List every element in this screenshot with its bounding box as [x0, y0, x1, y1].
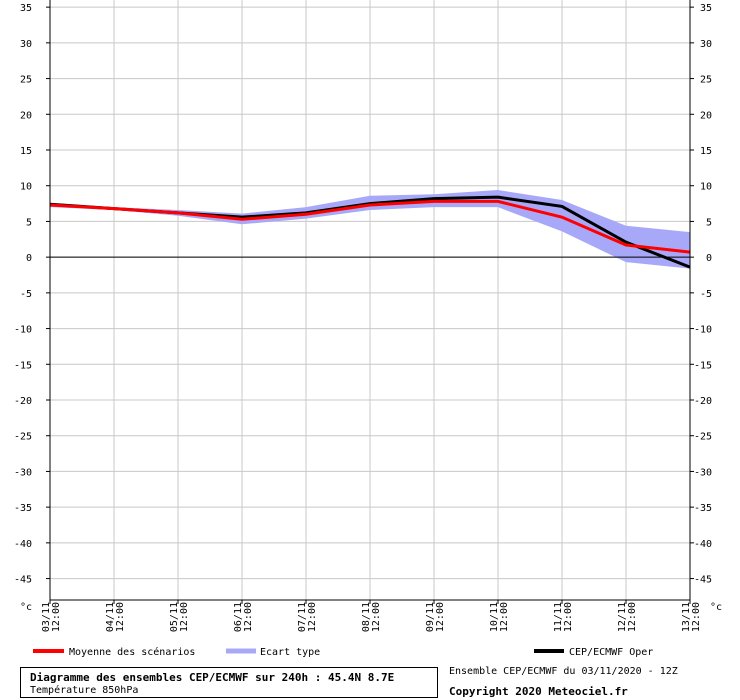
x-tick-label: 09/11 12:00 [425, 602, 446, 632]
y-tick-label-left: 20 [20, 110, 32, 121]
x-tick-date: 03/11 [41, 602, 52, 632]
legend-mean-label: Moyenne des scénarios [69, 646, 195, 658]
y-tick-label-left: 35 [20, 3, 32, 14]
y-tick-label-left: -5 [20, 289, 32, 300]
x-tick-date: 07/11 [297, 602, 308, 632]
x-tick-time: 12:00 [371, 602, 382, 632]
y-tick-label-left: -40 [14, 539, 32, 550]
y-axis-left: 35 30 25 20 15 10 5 0 -5 -10 -15 -20 -25 -30 -35 -40 -45 [14, 3, 50, 586]
x-tick-label: 13/11 12:00 [681, 602, 702, 632]
y-tick-label-left: -20 [14, 396, 32, 407]
y-tick-label-left: 10 [20, 182, 32, 193]
x-tick-label: 04/11 12:00 [105, 602, 126, 632]
copyright: Copyright 2020 Meteociel.fr [449, 685, 628, 698]
legend: Moyenne des scénarios Ecart type CEP/ECM… [33, 646, 653, 658]
y-tick-label-right: -40 [694, 539, 712, 550]
y-tick-label-right: -35 [694, 503, 712, 514]
x-tick-label: 12/11 12:00 [617, 602, 638, 632]
y-tick-label-right: 35 [700, 3, 712, 14]
x-tick-label: 08/11 12:00 [361, 602, 382, 632]
x-tick-date: 13/11 [681, 602, 692, 632]
y-tick-label-right: -25 [694, 432, 712, 443]
y-tick-label-right: -30 [694, 467, 712, 478]
x-tick-time: 12:00 [307, 602, 318, 632]
x-tick-time: 12:00 [691, 602, 702, 632]
y-tick-label-right: 10 [700, 182, 712, 193]
y-tick-label-left: 0 [26, 253, 32, 264]
y-tick-label-left: -10 [14, 325, 32, 336]
x-tick-date: 09/11 [425, 602, 436, 632]
x-tick-label: 06/11 12:00 [233, 602, 254, 632]
x-tick-time: 12:00 [499, 602, 510, 632]
y-tick-label-left: 15 [20, 146, 32, 157]
x-tick-time: 12:00 [115, 602, 126, 632]
y-axis-right: 35 30 25 20 15 10 5 0 -5 -10 -15 -20 -25 -30 -35 -40 -45 [690, 3, 712, 586]
legend-band-label: Ecart type [260, 647, 320, 658]
x-tick-label: 11/11 12:00 [553, 602, 574, 632]
y-unit-right: °c [710, 602, 722, 613]
run-info: Ensemble CEP/ECMWF du 03/11/2020 - 12Z [449, 666, 678, 677]
x-axis: 03/11 12:00 04/11 12:00 05/11 12:00 06/11 12:00… [41, 600, 702, 632]
legend-oper-label: CEP/ECMWF Oper [569, 647, 653, 658]
y-tick-label-left: -30 [14, 467, 32, 478]
y-tick-label-right: -5 [700, 289, 712, 300]
x-tick-label: 03/11 12:00 [41, 602, 62, 632]
x-tick-date: 06/11 [233, 602, 244, 632]
y-tick-label-right: 15 [700, 146, 712, 157]
x-tick-time: 12:00 [435, 602, 446, 632]
y-tick-label-left: -15 [14, 360, 32, 371]
x-tick-time: 12:00 [243, 602, 254, 632]
x-tick-date: 10/11 [489, 602, 500, 632]
x-tick-label: 05/11 12:00 [169, 602, 190, 632]
x-tick-date: 08/11 [361, 602, 372, 632]
x-tick-time: 12:00 [51, 602, 62, 632]
y-tick-label-right: -15 [694, 360, 712, 371]
y-tick-label-left: 5 [26, 217, 32, 228]
y-tick-label-right: 20 [700, 110, 712, 121]
info-box: Diagramme des ensembles CEP/ECMWF sur 24… [20, 667, 438, 698]
x-tick-label: 10/11 12:00 [489, 602, 510, 632]
y-tick-label-right: -20 [694, 396, 712, 407]
chart-subtitle: Température 850hPa [30, 685, 139, 696]
y-tick-label-right: 25 [700, 75, 712, 86]
x-tick-time: 12:00 [563, 602, 574, 632]
y-tick-label-left: -35 [14, 503, 32, 514]
x-tick-date: 04/11 [105, 602, 116, 632]
y-tick-label-right: 5 [706, 217, 712, 228]
y-unit-left: °c [20, 602, 32, 613]
y-tick-label-right: 30 [700, 39, 712, 50]
x-tick-label: 07/11 12:00 [297, 602, 318, 632]
chart-title: Diagramme des ensembles CEP/ECMWF sur 24… [30, 671, 395, 684]
y-tick-label-left: 30 [20, 39, 32, 50]
y-tick-label-left: 25 [20, 75, 32, 86]
x-tick-date: 11/11 [553, 602, 564, 632]
x-tick-date: 05/11 [169, 602, 180, 632]
y-tick-label-right: 0 [706, 253, 712, 264]
y-tick-label-left: -25 [14, 432, 32, 443]
mean-series-line [49, 199, 691, 254]
x-tick-time: 12:00 [179, 602, 190, 632]
y-tick-label-left: -45 [14, 575, 32, 586]
x-tick-date: 12/11 [617, 602, 628, 632]
grid [49, 0, 691, 600]
y-tick-label-right: -10 [694, 325, 712, 336]
y-tick-label-right: -45 [694, 575, 712, 586]
x-tick-time: 12:00 [627, 602, 638, 632]
